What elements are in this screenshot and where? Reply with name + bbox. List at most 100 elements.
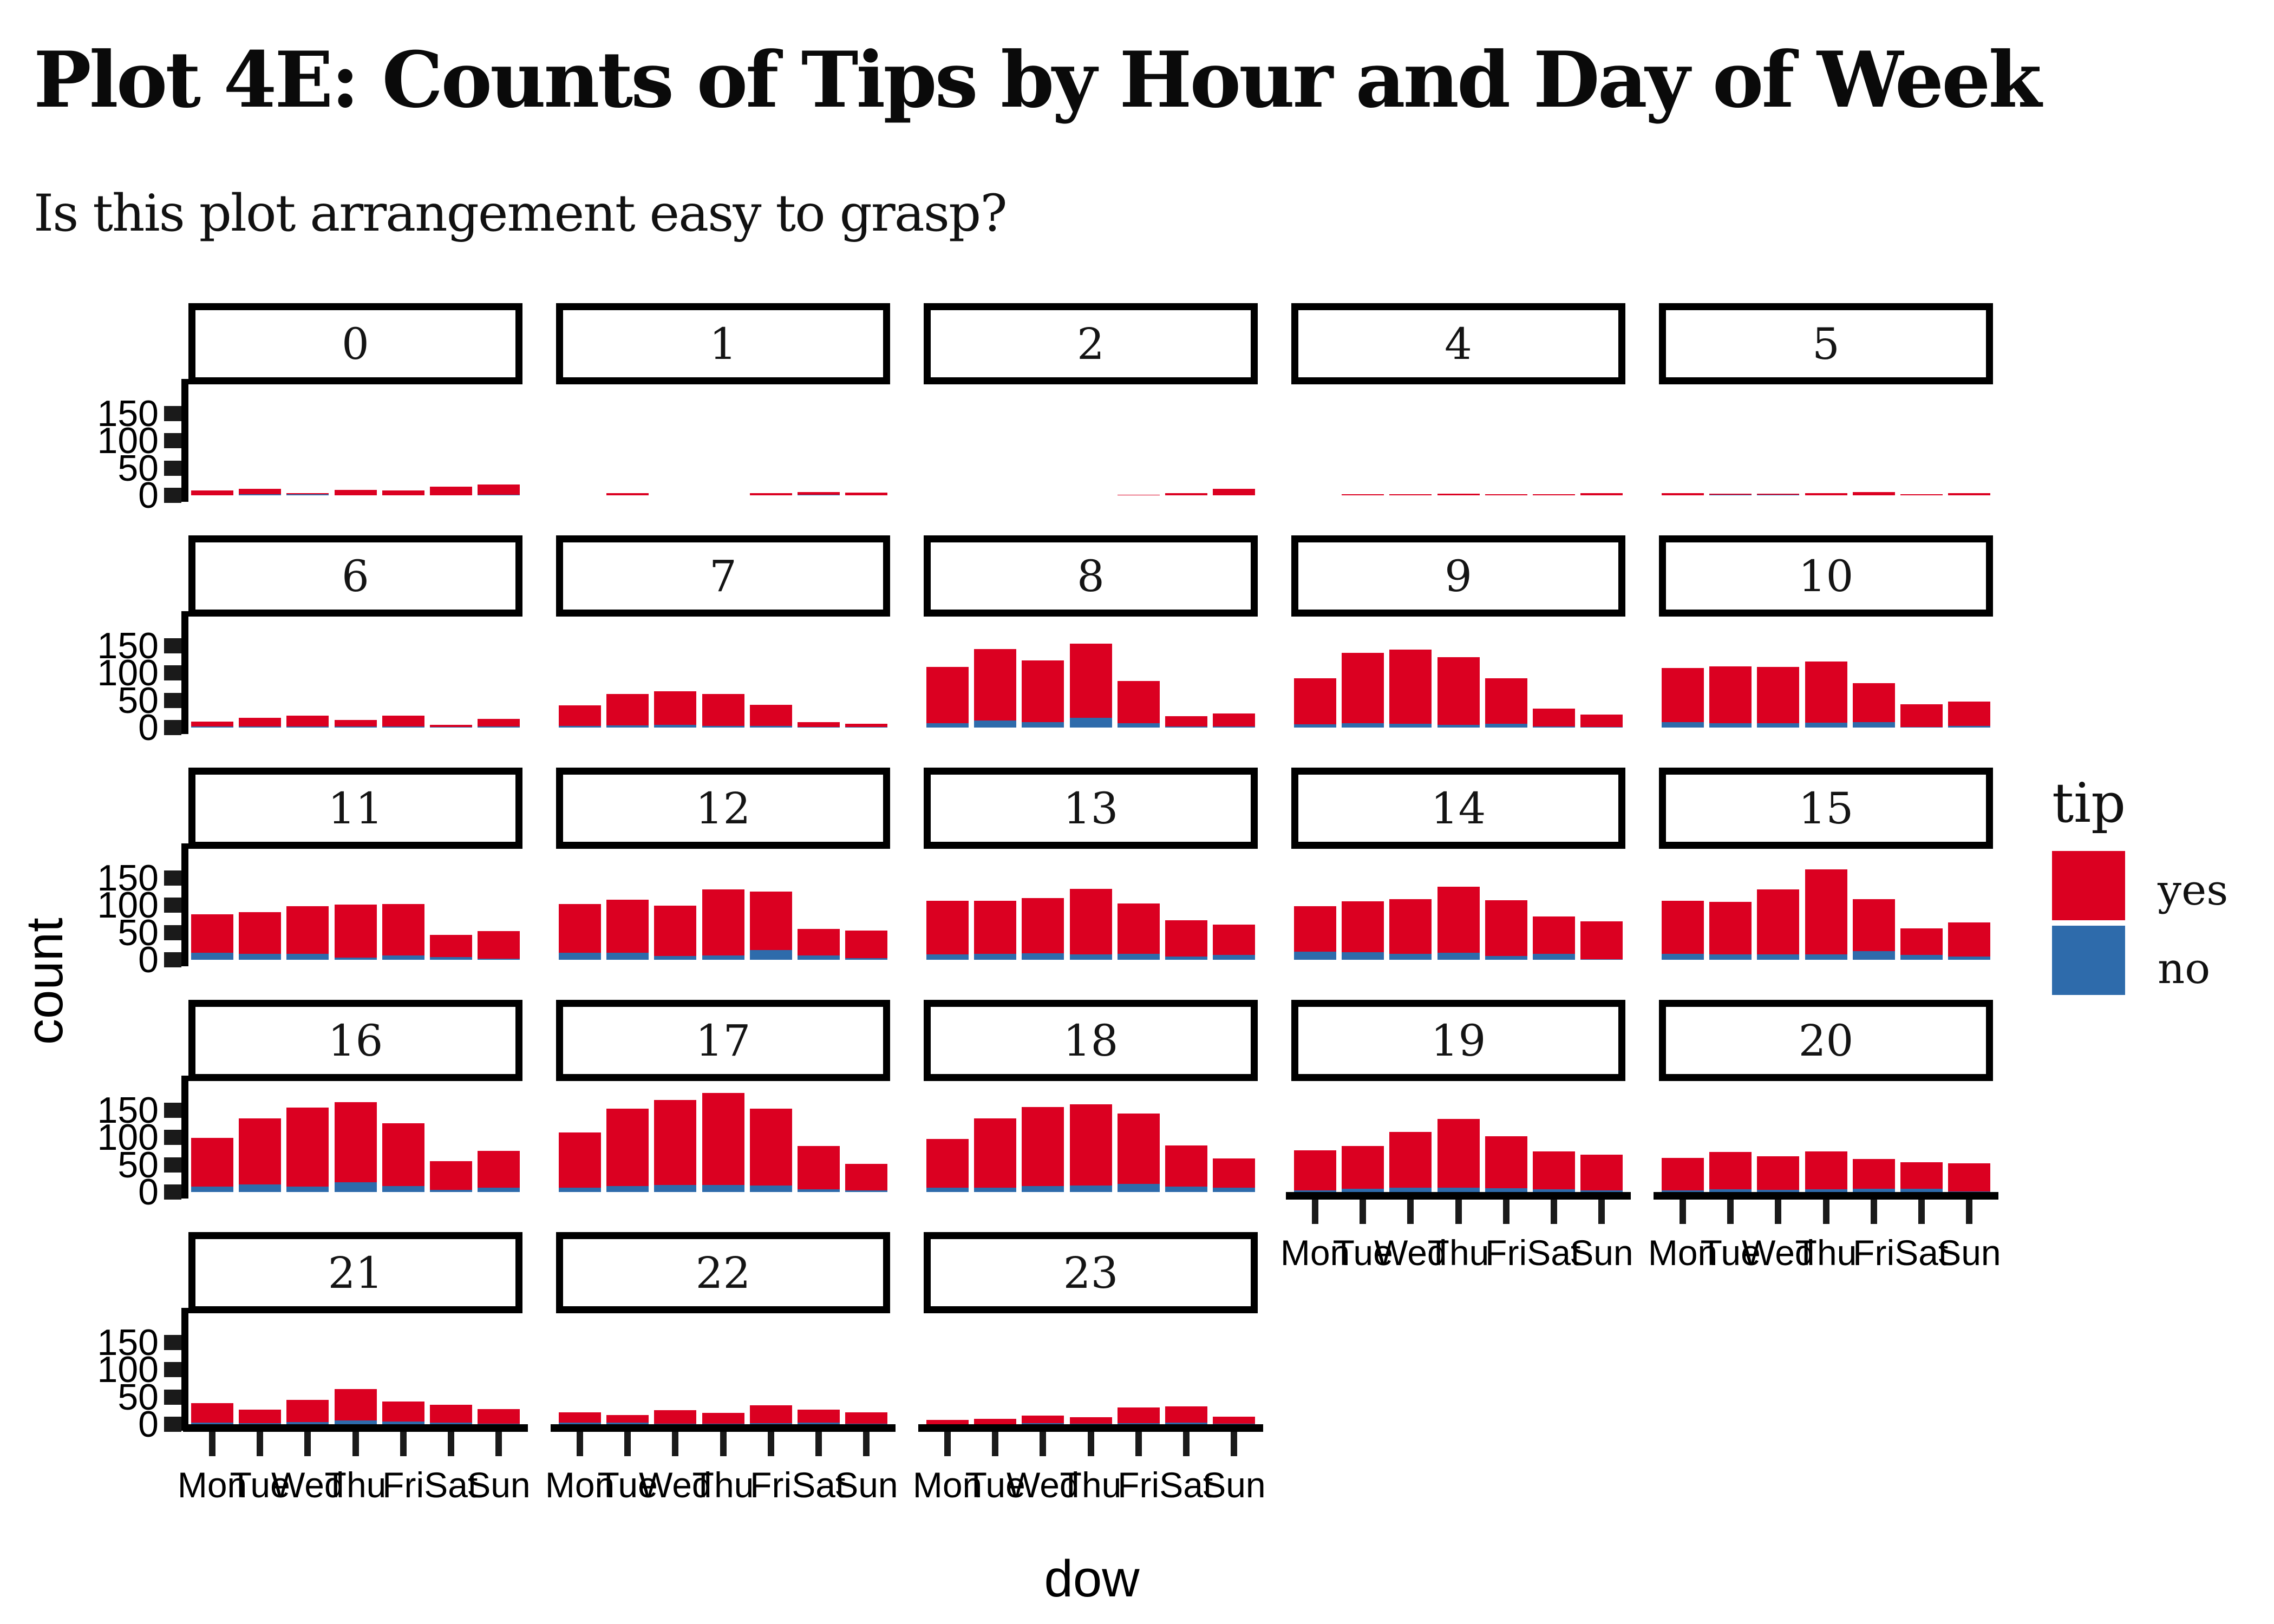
bar-segment-no — [1900, 955, 1943, 960]
bar-segment-yes — [1580, 493, 1623, 495]
x-axis-tick — [1550, 1200, 1557, 1224]
bar-segment-yes — [1069, 1104, 1112, 1186]
facet-strip: 8 — [924, 535, 1258, 617]
facet-strip: 12 — [556, 768, 890, 849]
y-axis-tick — [164, 405, 181, 421]
x-axis-tick-label: Mon — [545, 1465, 615, 1505]
facet-strip-label: 8 — [1077, 551, 1105, 601]
bar-segment-yes — [606, 1109, 649, 1186]
facet-panel — [924, 384, 1258, 495]
facet-strip-label: 20 — [1798, 1015, 1854, 1066]
bar-segment-yes — [286, 493, 329, 494]
bar-segment-yes — [1342, 901, 1384, 952]
page-subtitle: Is this plot arrangement easy to grasp? — [34, 184, 1008, 243]
bar-segment-yes — [334, 490, 377, 495]
x-axis-tick — [1918, 1200, 1925, 1224]
page-title: Plot 4E: Counts of Tips by Hour and Day … — [34, 35, 2042, 125]
bar-segment-no — [239, 1423, 282, 1424]
bar-segment-no — [1165, 957, 1207, 960]
bar-segment-yes — [749, 892, 792, 950]
facet-strip-label: 0 — [342, 318, 369, 369]
bar-segment-no — [1389, 724, 1432, 728]
bar-segment-yes — [1117, 1407, 1160, 1423]
y-axis-tick — [164, 1389, 181, 1405]
bar-segment-yes — [429, 1405, 472, 1423]
y-axis-line — [181, 379, 188, 502]
y-axis-tick-label: 100 — [97, 1117, 159, 1158]
y-axis-tick — [164, 460, 181, 476]
x-axis-tick-label: Wed — [1374, 1233, 1447, 1273]
bar-segment-yes — [1900, 928, 1943, 955]
bar-segment-yes — [1212, 1158, 1255, 1188]
x-axis-tick — [1598, 1200, 1605, 1224]
facet-strip-label: 4 — [1445, 318, 1472, 369]
y-axis-tick-label: 100 — [97, 420, 159, 461]
bar-segment-no — [1165, 726, 1207, 728]
x-axis-tick-label: Sun — [834, 1465, 898, 1505]
y-axis-tick-label: 100 — [97, 1349, 159, 1390]
bar-segment-no — [1342, 723, 1384, 728]
y-axis-tick — [164, 433, 181, 448]
facet-strip-label: 13 — [1063, 783, 1119, 834]
x-axis-tick-label: Sat — [1159, 1465, 1213, 1505]
y-axis-line — [181, 843, 188, 966]
y-axis-tick — [164, 1102, 181, 1118]
y-axis-tick — [164, 692, 181, 708]
y-axis-tick-label: 150 — [97, 1321, 159, 1363]
y-axis-line — [181, 611, 188, 734]
bar-segment-yes — [382, 490, 424, 495]
bar-segment-yes — [749, 1405, 792, 1423]
bar-segment-no — [1165, 1187, 1207, 1192]
bar-segment-no — [1212, 726, 1255, 728]
x-axis-tick — [352, 1432, 359, 1456]
bar-segment-no — [797, 727, 840, 728]
bar-segment-yes — [1852, 683, 1895, 722]
bar-segment-no — [334, 1182, 377, 1192]
bar-segment-yes — [845, 1412, 887, 1424]
bar-segment-yes — [1294, 906, 1337, 952]
bar-segment-no — [797, 1423, 840, 1424]
facet-strip: 11 — [188, 768, 522, 849]
bar-segment-no — [1852, 722, 1895, 728]
bar-segment-no — [1212, 955, 1255, 960]
bar-segment-yes — [1532, 1151, 1575, 1189]
bar-segment-no — [1580, 1190, 1623, 1192]
bar-segment-yes — [429, 935, 472, 957]
bar-segment-yes — [1580, 715, 1623, 727]
bar-segment-yes — [477, 719, 520, 726]
bar-segment-no — [1342, 1189, 1384, 1192]
bar-segment-yes — [926, 1420, 969, 1424]
bar-segment-yes — [1532, 494, 1575, 495]
bar-segment-yes — [1022, 898, 1064, 953]
bar-segment-no — [1212, 1188, 1255, 1192]
bar-segment-no — [477, 726, 520, 728]
y-axis-tick — [164, 720, 181, 735]
bar-segment-yes — [429, 725, 472, 727]
bar-segment-yes — [1757, 889, 1800, 954]
facet-strip: 16 — [188, 1000, 522, 1081]
bar-segment-no — [974, 721, 1017, 728]
bar-segment-no — [749, 1423, 792, 1424]
bar-segment-no — [1437, 725, 1480, 728]
bar-segment-no — [429, 1423, 472, 1424]
facet-strip: 5 — [1659, 303, 1993, 384]
bar-segment-yes — [1294, 678, 1337, 724]
bar-segment-yes — [702, 1413, 744, 1424]
x-axis-tick — [1312, 1200, 1319, 1224]
bar-segment-yes — [191, 914, 234, 953]
bar-segment-yes — [1580, 921, 1623, 959]
bar-segment-no — [797, 955, 840, 960]
bar-segment-no — [429, 1190, 472, 1192]
x-axis-tick-label: Wed — [639, 1465, 712, 1505]
x-axis-tick — [1182, 1432, 1190, 1456]
bar-segment-yes — [654, 691, 697, 725]
bar-segment-yes — [1662, 901, 1704, 954]
bar-segment-no — [845, 727, 887, 728]
x-axis-title: dow — [1044, 1550, 1140, 1608]
x-axis-tick — [1455, 1200, 1462, 1224]
bar-segment-no — [749, 726, 792, 728]
bar-segment-yes — [191, 490, 234, 495]
facet-strip-label: 19 — [1430, 1015, 1486, 1066]
facet-panel — [556, 1313, 890, 1424]
bar-segment-no — [334, 958, 377, 960]
